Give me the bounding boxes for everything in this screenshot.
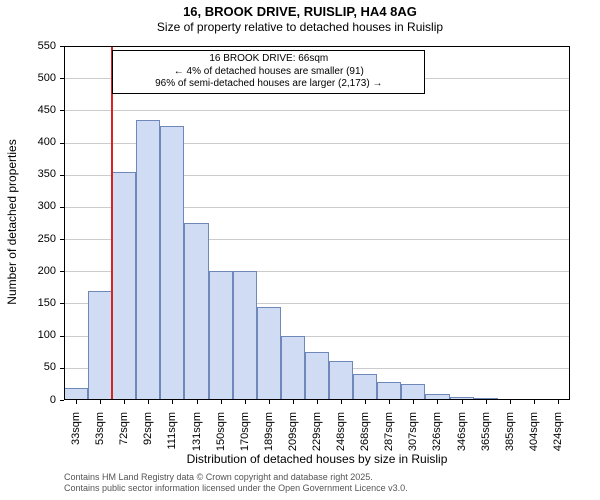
annotation-box: 16 BROOK DRIVE: 66sqm← 4% of detached ho… bbox=[112, 50, 425, 94]
plot-area: 16 BROOK DRIVE: 66sqm← 4% of detached ho… bbox=[64, 46, 570, 400]
